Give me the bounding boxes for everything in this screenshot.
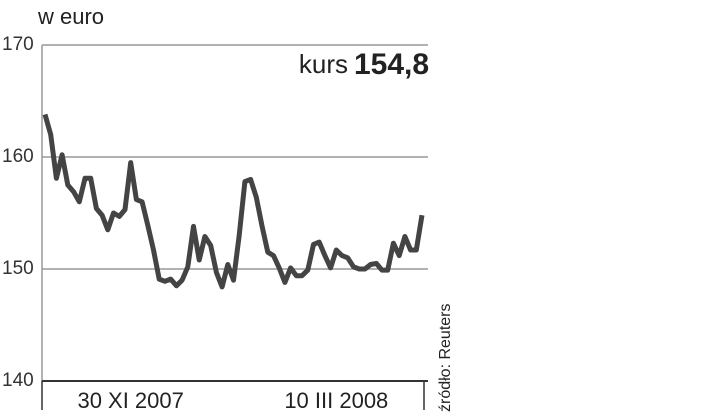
source: źródło: Reuters bbox=[437, 304, 454, 413]
x-tick-label: 30 XI 2007 bbox=[77, 388, 183, 413]
y-tick-label: 140 bbox=[2, 370, 34, 391]
annotation-value: 154,8 bbox=[354, 48, 429, 81]
y-tick-label: 150 bbox=[2, 258, 34, 279]
x-tick-label: 10 III 2008 bbox=[284, 388, 388, 413]
y-tick-label: 170 bbox=[2, 34, 34, 55]
line bbox=[42, 113, 425, 290]
chart-title: w euro bbox=[37, 4, 104, 29]
y-tick-label: 160 bbox=[2, 146, 34, 167]
annotation: kurs bbox=[299, 49, 348, 79]
